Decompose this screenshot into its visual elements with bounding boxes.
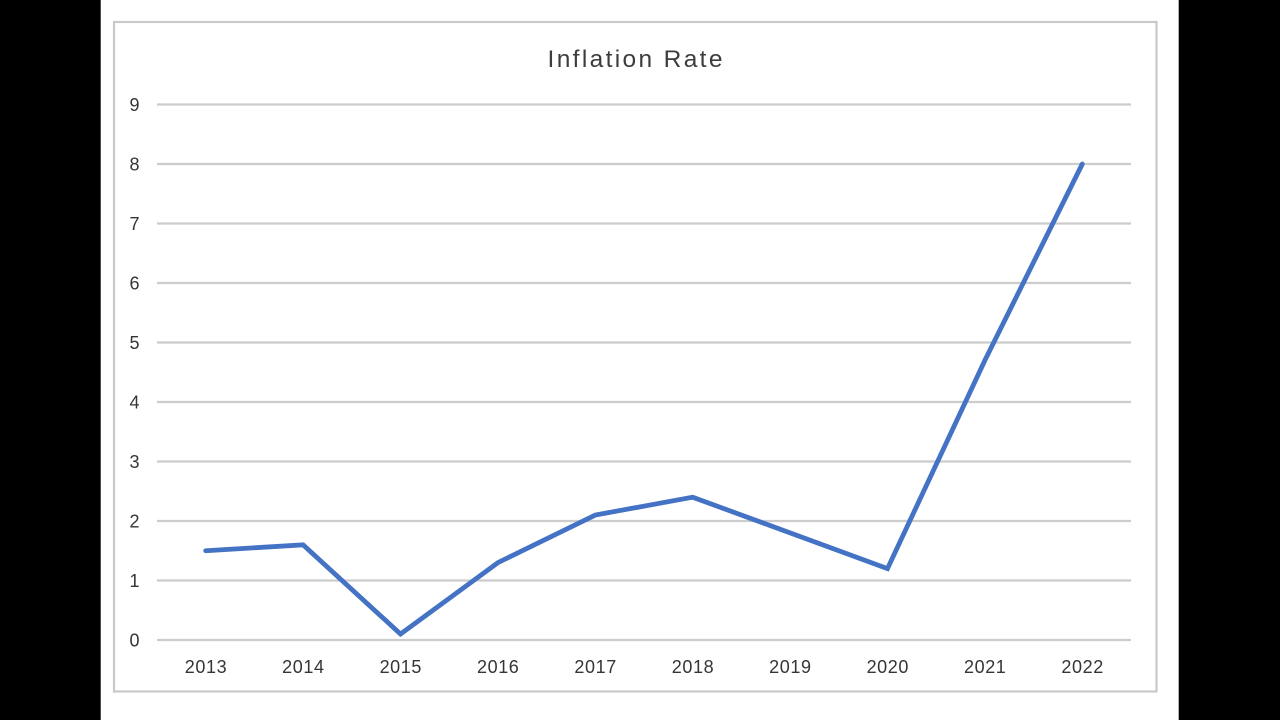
svg-text:2019: 2019: [769, 657, 811, 677]
svg-text:2013: 2013: [185, 657, 227, 677]
svg-text:6: 6: [129, 273, 139, 293]
svg-text:2014: 2014: [282, 657, 324, 677]
svg-text:9: 9: [129, 95, 139, 115]
svg-text:2021: 2021: [964, 657, 1006, 677]
svg-text:2017: 2017: [574, 657, 616, 677]
svg-text:8: 8: [129, 154, 139, 174]
svg-text:5: 5: [129, 333, 139, 353]
svg-text:2022: 2022: [1061, 657, 1103, 677]
svg-text:2018: 2018: [672, 657, 714, 677]
svg-text:2020: 2020: [867, 657, 909, 677]
svg-text:2015: 2015: [380, 657, 422, 677]
svg-text:4: 4: [129, 392, 139, 412]
svg-text:0: 0: [129, 630, 139, 650]
svg-text:2016: 2016: [477, 657, 519, 677]
svg-text:7: 7: [129, 214, 139, 234]
svg-text:2: 2: [129, 511, 139, 531]
svg-text:Inflation Rate: Inflation Rate: [548, 46, 725, 73]
svg-text:3: 3: [129, 452, 139, 472]
svg-text:1: 1: [129, 571, 139, 591]
